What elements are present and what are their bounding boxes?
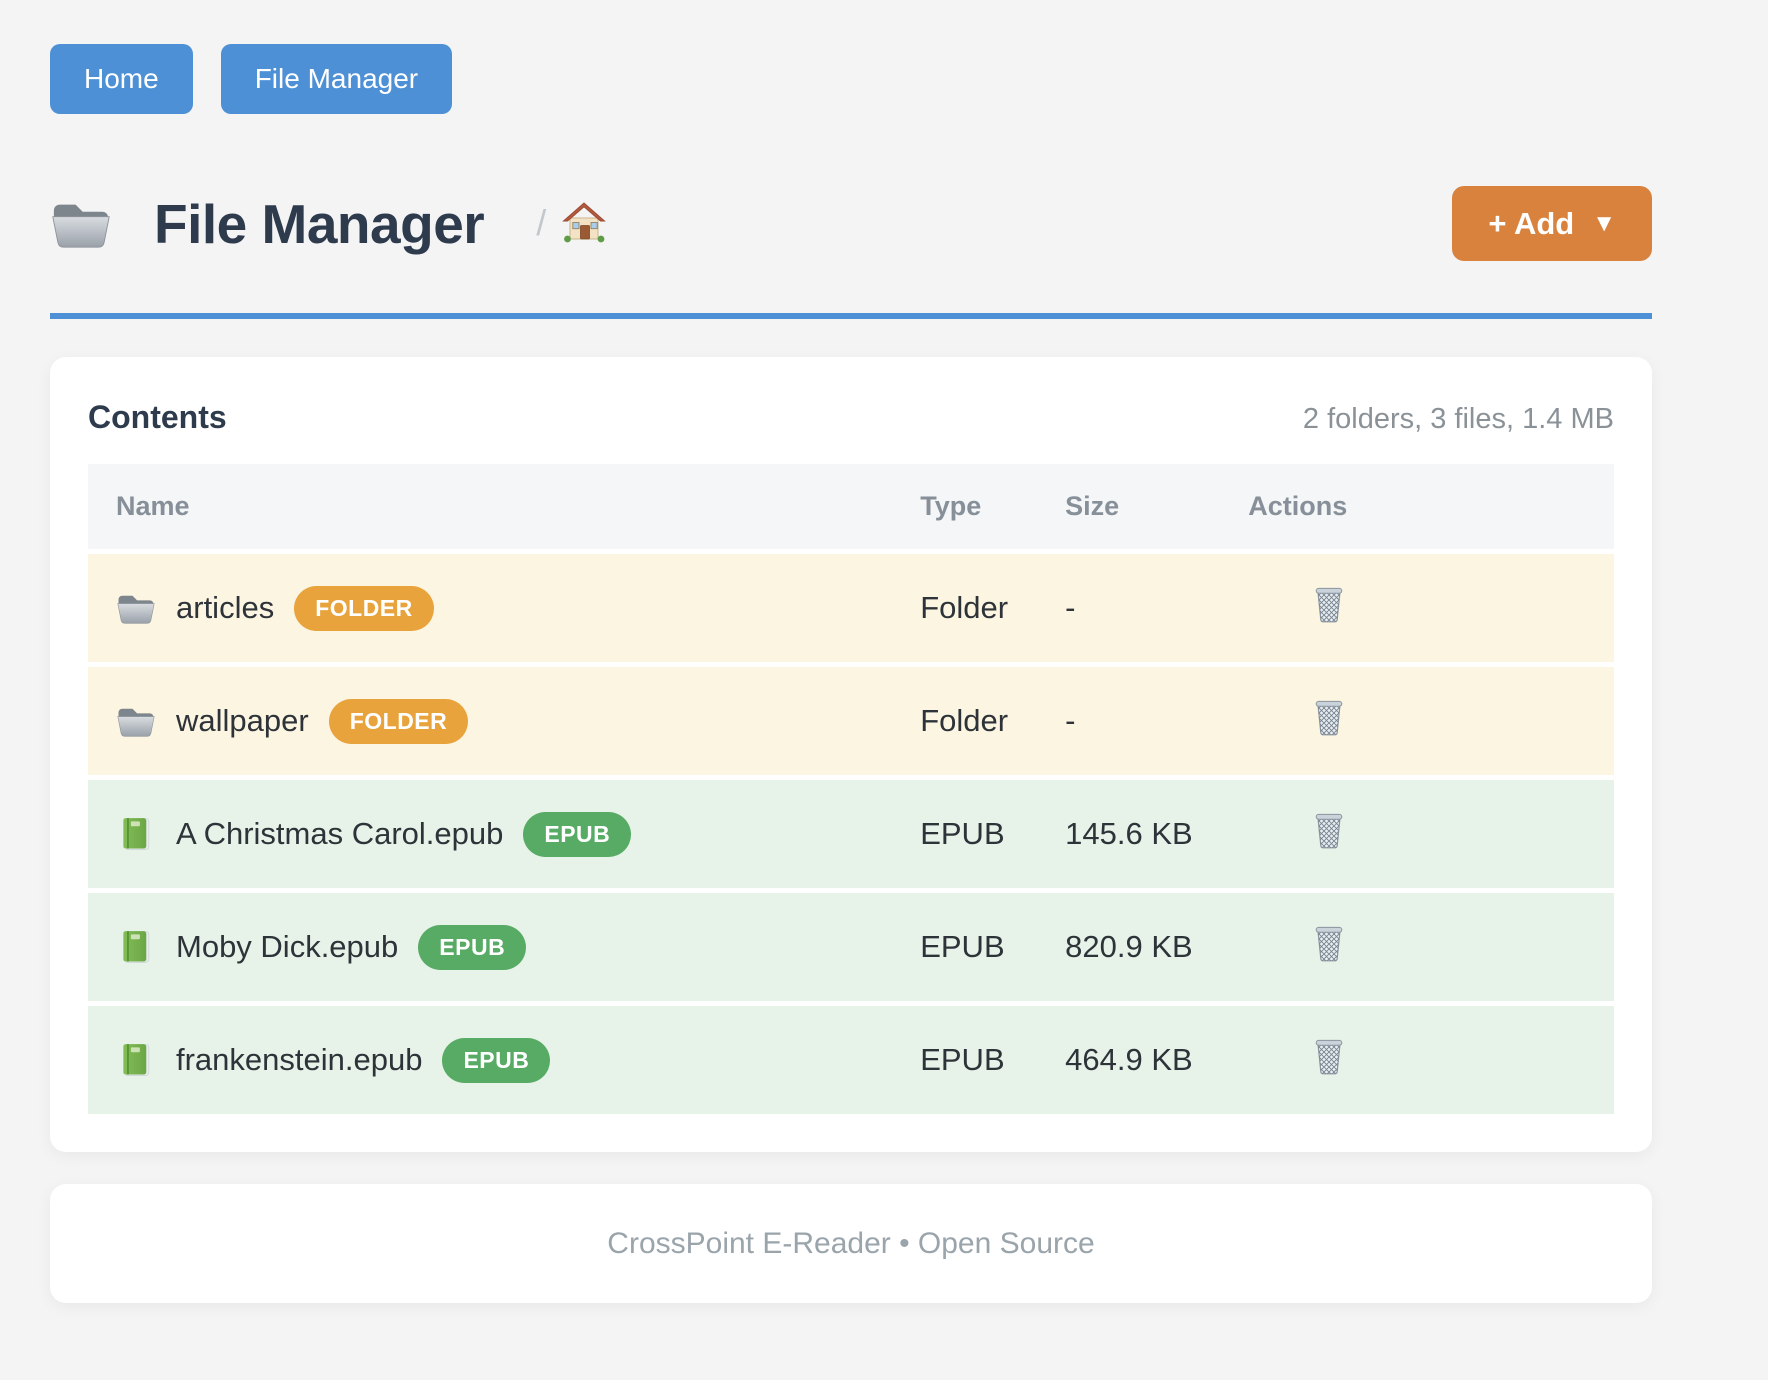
trash-icon <box>1314 924 1344 965</box>
column-header-actions: Actions <box>1220 464 1614 552</box>
footer-text: CrossPoint E-Reader • Open Source <box>607 1226 1095 1260</box>
trash-icon <box>1314 1037 1344 1078</box>
contents-card: Contents 2 folders, 3 files, 1.4 MB Name… <box>50 357 1652 1152</box>
type-badge: EPUB <box>523 811 632 857</box>
folder-icon <box>116 704 156 738</box>
delete-button[interactable] <box>1314 698 1344 739</box>
column-header-type: Type <box>892 464 1038 552</box>
trash-icon <box>1314 585 1344 626</box>
add-button[interactable]: + Add ▼ <box>1452 186 1652 261</box>
page-title: File Manager <box>154 192 485 255</box>
header-divider <box>50 313 1652 319</box>
file-table: Name Type Size Actions articles FOLDER F… <box>88 464 1614 1114</box>
book-icon <box>116 817 156 851</box>
book-icon <box>116 930 156 964</box>
type-cell: Folder <box>892 662 1038 778</box>
contents-heading: Contents <box>88 399 227 435</box>
file-name[interactable]: frankenstein.epub <box>176 1042 423 1077</box>
type-badge: EPUB <box>418 924 527 970</box>
folder-icon <box>50 197 112 250</box>
delete-button[interactable] <box>1314 811 1344 852</box>
delete-button[interactable] <box>1314 1037 1344 1078</box>
delete-button[interactable] <box>1314 924 1344 965</box>
type-badge: FOLDER <box>328 698 469 744</box>
table-header-row: Name Type Size Actions <box>88 464 1614 552</box>
trash-icon <box>1314 698 1344 739</box>
size-cell: 145.6 KB <box>1037 775 1221 891</box>
type-badge: FOLDER <box>294 585 434 631</box>
footer: CrossPoint E-Reader • Open Source <box>50 1184 1652 1303</box>
table-row: articles FOLDER Folder - <box>88 549 1614 665</box>
type-badge: EPUB <box>442 1037 551 1083</box>
file-name[interactable]: articles <box>176 590 275 625</box>
contents-table-body: articles FOLDER Folder - <box>88 549 1614 1114</box>
top-navigation: Home File Manager <box>0 0 1768 114</box>
size-cell: 820.9 KB <box>1037 888 1221 1004</box>
house-icon[interactable] <box>562 199 607 248</box>
breadcrumb-separator: / <box>536 202 547 243</box>
size-cell: - <box>1037 549 1221 665</box>
file-name[interactable]: wallpaper <box>176 703 309 738</box>
type-cell: EPUB <box>892 888 1038 1004</box>
add-button-label: + Add <box>1488 205 1575 241</box>
type-cell: EPUB <box>892 1001 1038 1114</box>
table-row: frankenstein.epub EPUB EPUB 464.9 KB <box>88 1001 1614 1114</box>
breadcrumb: / <box>536 199 607 248</box>
nav-button-home[interactable]: Home <box>50 44 193 114</box>
size-cell: 464.9 KB <box>1037 1001 1221 1114</box>
nav-button-file-manager[interactable]: File Manager <box>220 44 453 114</box>
folder-icon <box>116 591 156 625</box>
delete-button[interactable] <box>1314 585 1344 626</box>
table-row: Moby Dick.epub EPUB EPUB 820.9 KB <box>88 888 1614 1004</box>
page-header: File Manager / + Add ▼ <box>50 186 1652 261</box>
file-name[interactable]: A Christmas Carol.epub <box>176 816 504 851</box>
file-name[interactable]: Moby Dick.epub <box>176 929 399 964</box>
chevron-down-icon: ▼ <box>1592 209 1616 237</box>
type-cell: Folder <box>892 549 1038 665</box>
book-icon <box>116 1043 156 1077</box>
size-cell: - <box>1037 662 1221 778</box>
type-cell: EPUB <box>892 775 1038 891</box>
contents-summary: 2 folders, 3 files, 1.4 MB <box>1302 403 1614 435</box>
table-row: wallpaper FOLDER Folder - <box>88 662 1614 778</box>
trash-icon <box>1314 811 1344 852</box>
column-header-name: Name <box>88 464 893 552</box>
column-header-size: Size <box>1037 464 1221 552</box>
table-row: A Christmas Carol.epub EPUB EPUB 145.6 K… <box>88 775 1614 891</box>
